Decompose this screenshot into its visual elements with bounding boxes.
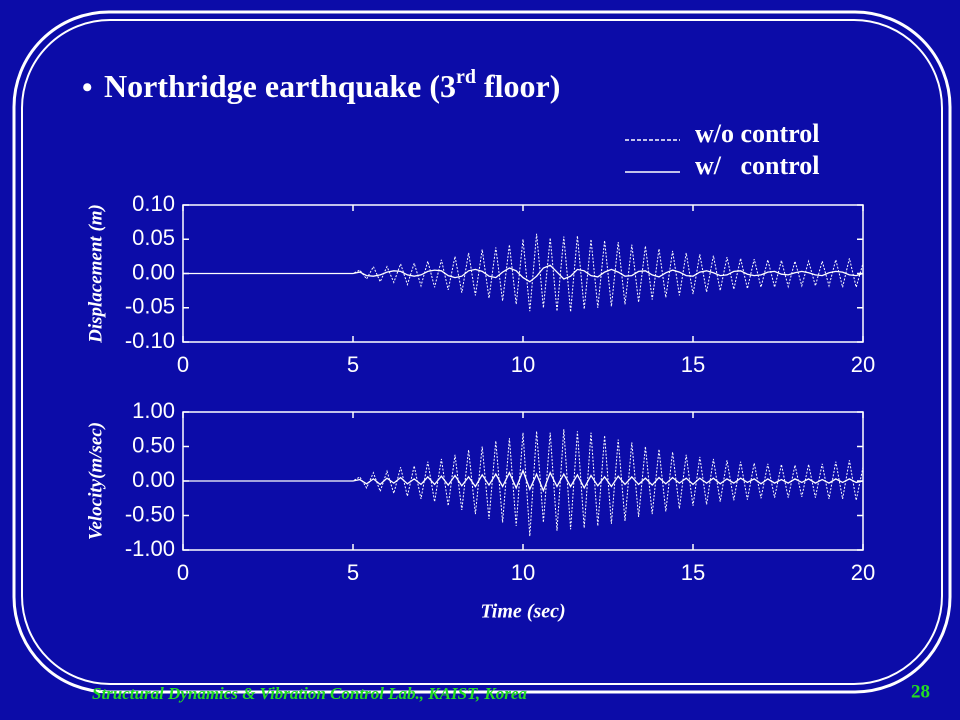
y-tick-label: -0.10 [125, 328, 175, 353]
series-line [183, 468, 864, 493]
title-main: Northridge earthquake (3 [104, 68, 456, 104]
x-tick-label: 15 [681, 352, 705, 377]
x-tick-label: 10 [511, 352, 535, 377]
y-tick-label: 1.00 [132, 398, 175, 423]
title-sup: rd [456, 66, 476, 88]
frame-inner [21, 19, 943, 685]
bullet: • [82, 71, 93, 104]
y-tick-label: 0.00 [132, 467, 175, 492]
x-tick-label: 15 [681, 560, 705, 585]
x-tick-label: 20 [851, 560, 875, 585]
y-tick-label: -1.00 [125, 536, 175, 561]
slide-title: Northridge earthquake (3rd floor) [104, 66, 560, 105]
x-tick-label: 5 [347, 352, 359, 377]
footer: Structural Dynamics & Vibration Control … [92, 684, 527, 703]
y-axis-title: Displacement (m) [85, 204, 106, 344]
legend-label: w/o control [695, 119, 819, 148]
y-tick-label: 0.00 [132, 259, 175, 284]
x-tick-label: 0 [177, 560, 189, 585]
y-tick-label: -0.05 [125, 294, 175, 319]
page-number: 28 [911, 681, 930, 702]
x-tick-label: 20 [851, 352, 875, 377]
legend-label: w/ control [695, 151, 819, 180]
y-tick-label: -0.50 [125, 501, 175, 526]
y-tick-label: 0.05 [132, 225, 175, 250]
frame-outer [12, 10, 952, 694]
series-line [183, 264, 864, 283]
y-tick-label: 0.50 [132, 432, 175, 457]
series-line [183, 429, 864, 537]
series-line [183, 233, 864, 312]
y-tick-label: 0.10 [132, 191, 175, 216]
title-end: floor) [476, 68, 560, 104]
x-axis-title: Time (sec) [480, 601, 565, 623]
x-tick-label: 5 [347, 560, 359, 585]
y-axis-title: Velocity(m/sec) [85, 422, 106, 540]
x-tick-label: 10 [511, 560, 535, 585]
x-tick-label: 0 [177, 352, 189, 377]
